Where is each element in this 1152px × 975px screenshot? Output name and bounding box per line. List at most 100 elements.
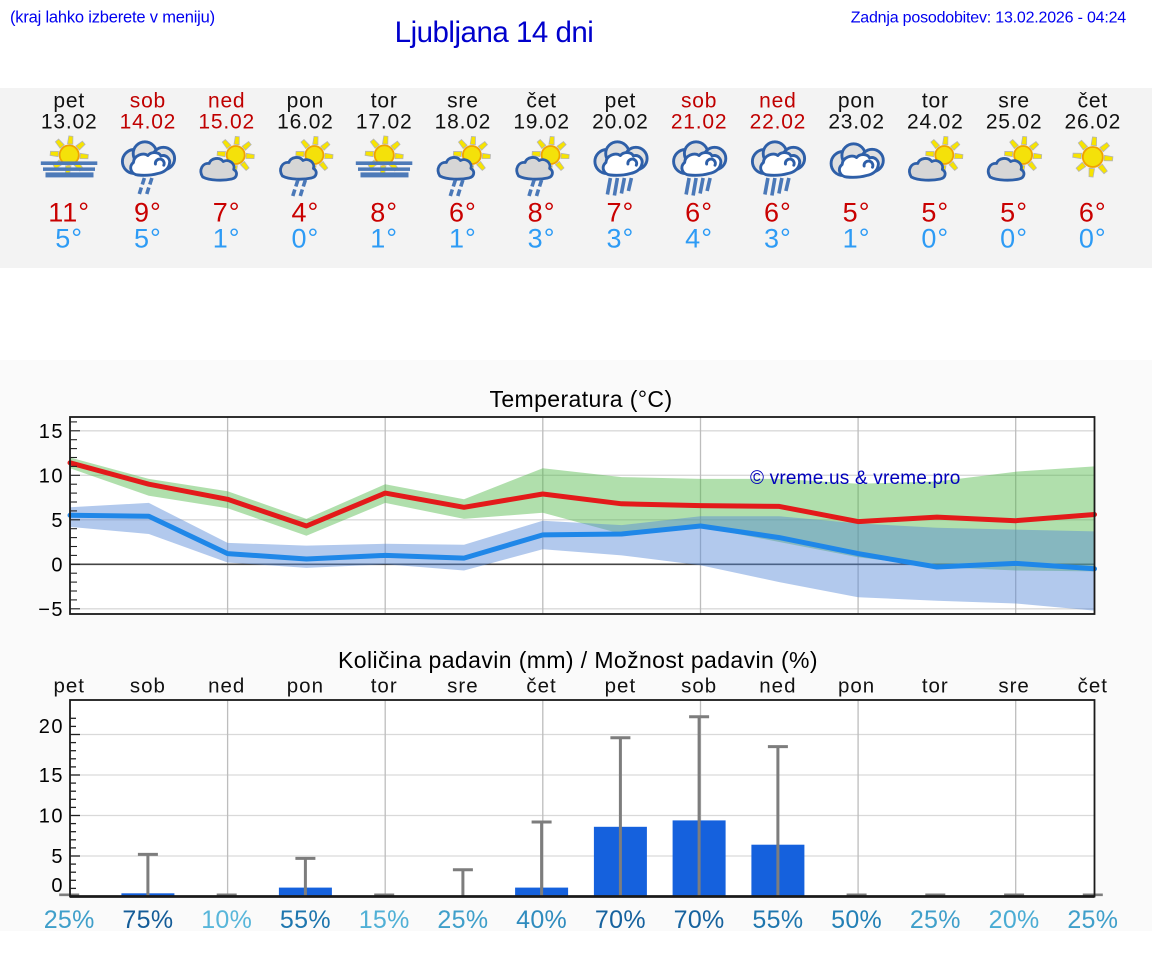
svg-text:pon: pon <box>838 90 875 113</box>
svg-text:40%: 40% <box>516 906 567 934</box>
svg-text:5: 5 <box>51 846 64 868</box>
svg-text:15.02: 15.02 <box>198 111 255 134</box>
svg-text:sob: sob <box>130 675 166 698</box>
svg-text:19.02: 19.02 <box>513 111 570 134</box>
svg-text:čet: čet <box>526 90 556 113</box>
svg-text:6°: 6° <box>1079 198 1107 228</box>
svg-text:tor: tor <box>371 90 398 113</box>
svg-text:pon: pon <box>838 675 875 698</box>
svg-text:−5: −5 <box>38 599 64 621</box>
svg-text:sre: sre <box>998 675 1029 698</box>
svg-text:26.02: 26.02 <box>1065 111 1122 134</box>
svg-text:tor: tor <box>922 90 949 113</box>
svg-text:20.02: 20.02 <box>592 111 649 134</box>
svg-text:0°: 0° <box>291 224 319 254</box>
svg-text:25%: 25% <box>44 906 95 934</box>
svg-text:25.02: 25.02 <box>986 111 1043 134</box>
svg-text:11°: 11° <box>48 198 90 228</box>
svg-text:5°: 5° <box>55 224 83 254</box>
svg-text:čet: čet <box>1078 675 1108 698</box>
svg-text:3°: 3° <box>528 224 556 254</box>
svg-text:pet: pet <box>605 90 637 113</box>
svg-text:tor: tor <box>922 675 949 698</box>
svg-text:13.02: 13.02 <box>41 111 98 134</box>
svg-text:tor: tor <box>371 675 398 698</box>
svg-text:70%: 70% <box>674 906 725 934</box>
svg-text:10: 10 <box>39 465 64 487</box>
svg-text:ned: ned <box>759 675 796 698</box>
svg-text:0: 0 <box>51 554 64 576</box>
svg-text:24.02: 24.02 <box>907 111 964 134</box>
svg-text:14.02: 14.02 <box>120 111 177 134</box>
svg-text:Količina padavin (mm) / Možnos: Količina padavin (mm) / Možnost padavin … <box>338 647 818 673</box>
svg-text:1°: 1° <box>843 224 871 254</box>
svg-text:20%: 20% <box>989 906 1040 934</box>
svg-text:20: 20 <box>39 716 64 738</box>
svg-text:sre: sre <box>447 675 478 698</box>
svg-text:© vreme.us & vreme.pro: © vreme.us & vreme.pro <box>750 468 961 489</box>
svg-text:8°: 8° <box>370 198 398 228</box>
svg-text:sob: sob <box>130 90 166 113</box>
svg-text:4°: 4° <box>685 224 713 254</box>
svg-text:7°: 7° <box>213 198 241 228</box>
svg-text:(kraj lahko izberete v meniju): (kraj lahko izberete v meniju) <box>10 9 215 27</box>
svg-text:15: 15 <box>39 421 64 443</box>
svg-text:3°: 3° <box>764 224 792 254</box>
svg-text:čet: čet <box>1078 90 1108 113</box>
svg-text:9°: 9° <box>134 198 162 228</box>
svg-text:ned: ned <box>208 90 245 113</box>
svg-text:8°: 8° <box>528 198 556 228</box>
svg-text:23.02: 23.02 <box>828 111 885 134</box>
svg-text:1°: 1° <box>213 224 241 254</box>
svg-text:sob: sob <box>681 675 717 698</box>
svg-text:0°: 0° <box>921 224 949 254</box>
svg-text:3°: 3° <box>606 224 634 254</box>
svg-text:18.02: 18.02 <box>435 111 492 134</box>
svg-text:1°: 1° <box>370 224 398 254</box>
svg-text:25%: 25% <box>437 906 488 934</box>
svg-text:sre: sre <box>998 90 1030 113</box>
svg-text:Zadnja posodobitev: 13.02.2026: Zadnja posodobitev: 13.02.2026 - 04:24 <box>851 10 1127 27</box>
svg-text:21.02: 21.02 <box>671 111 728 134</box>
svg-text:pon: pon <box>287 90 324 113</box>
svg-text:ned: ned <box>208 675 245 698</box>
svg-text:55%: 55% <box>280 906 331 934</box>
svg-text:5°: 5° <box>134 224 162 254</box>
svg-text:16.02: 16.02 <box>277 111 334 134</box>
svg-text:0°: 0° <box>1079 224 1107 254</box>
svg-text:pet: pet <box>605 675 637 698</box>
svg-text:6°: 6° <box>764 198 792 228</box>
svg-text:4°: 4° <box>291 198 319 228</box>
svg-text:ned: ned <box>759 90 796 113</box>
svg-text:25%: 25% <box>1067 906 1118 934</box>
svg-text:22.02: 22.02 <box>750 111 807 134</box>
svg-text:pet: pet <box>53 90 85 113</box>
svg-text:6°: 6° <box>685 198 713 228</box>
svg-text:55%: 55% <box>752 906 803 934</box>
svg-text:5°: 5° <box>1000 198 1028 228</box>
svg-text:17.02: 17.02 <box>356 111 413 134</box>
svg-text:0°: 0° <box>1000 224 1028 254</box>
svg-text:0: 0 <box>51 875 64 897</box>
svg-text:5: 5 <box>51 510 64 532</box>
svg-text:15%: 15% <box>359 906 410 934</box>
svg-text:50%: 50% <box>831 906 882 934</box>
svg-text:15: 15 <box>39 765 64 787</box>
svg-text:sre: sre <box>447 90 479 113</box>
svg-text:5°: 5° <box>843 198 871 228</box>
svg-text:75%: 75% <box>122 906 173 934</box>
svg-text:70%: 70% <box>595 906 646 934</box>
svg-text:sob: sob <box>681 90 717 113</box>
svg-text:10: 10 <box>39 806 64 828</box>
svg-text:1°: 1° <box>449 224 477 254</box>
svg-text:čet: čet <box>526 675 556 698</box>
svg-text:pet: pet <box>53 675 85 698</box>
svg-text:6°: 6° <box>449 198 477 228</box>
svg-text:pon: pon <box>287 675 324 698</box>
svg-text:Temperatura (°C): Temperatura (°C) <box>489 386 672 412</box>
svg-text:5°: 5° <box>921 198 949 228</box>
svg-text:7°: 7° <box>606 198 634 228</box>
svg-text:10%: 10% <box>201 906 252 934</box>
svg-text:Ljubljana 14 dni: Ljubljana 14 dni <box>395 16 594 49</box>
svg-text:25%: 25% <box>910 906 961 934</box>
